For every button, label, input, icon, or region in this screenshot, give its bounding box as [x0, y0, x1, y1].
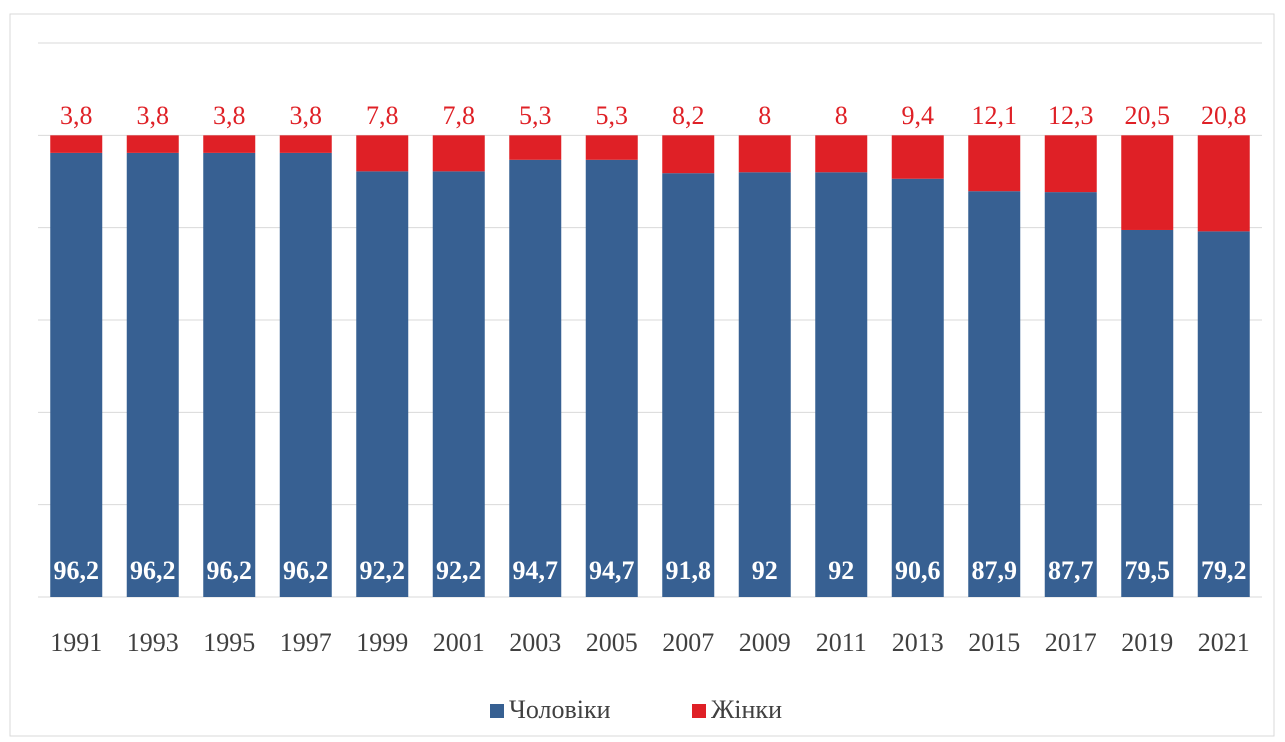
- value-label: 20,8: [1201, 101, 1247, 130]
- bar-segment: [1197, 231, 1250, 598]
- bar-segment: [815, 135, 868, 173]
- bar-segment: [509, 135, 562, 160]
- value-label: 96,2: [54, 556, 100, 585]
- bar-segment: [662, 173, 715, 597]
- bar-segment: [126, 152, 179, 598]
- value-label: 9,4: [902, 101, 935, 130]
- value-label: 5,3: [596, 101, 629, 130]
- bar-segment: [356, 135, 409, 172]
- legend-swatch: [490, 704, 504, 718]
- value-label: 92: [752, 556, 778, 585]
- bar-segment: [432, 135, 485, 172]
- value-label: 5,3: [519, 101, 552, 130]
- value-label: 3,8: [60, 101, 93, 130]
- x-tick-label: 2005: [586, 628, 638, 657]
- x-tick-label: 2019: [1121, 628, 1173, 657]
- value-label: 96,2: [130, 556, 176, 585]
- x-tick-label: 2009: [739, 628, 791, 657]
- value-label: 8: [835, 101, 848, 130]
- value-label: 7,8: [366, 101, 399, 130]
- bar-segment: [1121, 229, 1174, 597]
- value-label: 79,2: [1201, 556, 1247, 585]
- value-label: 8: [758, 101, 771, 130]
- bar-segment: [1044, 135, 1097, 193]
- value-label: 79,5: [1125, 556, 1171, 585]
- bar-segment: [968, 135, 1021, 192]
- value-label: 94,7: [513, 556, 559, 585]
- value-label: 12,3: [1048, 101, 1094, 130]
- value-label: 3,8: [137, 101, 170, 130]
- value-label: 87,9: [972, 556, 1018, 585]
- x-tick-label: 2021: [1198, 628, 1250, 657]
- bar-segment: [662, 135, 715, 174]
- value-label: 96,2: [207, 556, 253, 585]
- bar-segment: [815, 172, 868, 597]
- value-label: 12,1: [972, 101, 1018, 130]
- bar-segment: [585, 135, 638, 160]
- x-tick-label: 2017: [1045, 628, 1097, 657]
- value-label: 91,8: [666, 556, 712, 585]
- value-label: 20,5: [1125, 101, 1171, 130]
- value-label: 90,6: [895, 556, 941, 585]
- legend-label: Чоловіки: [509, 695, 611, 724]
- bar-segment: [1044, 192, 1097, 597]
- value-label: 92,2: [436, 556, 482, 585]
- bar-segment: [738, 172, 791, 597]
- value-label: 96,2: [283, 556, 329, 585]
- bar-segment: [432, 171, 485, 598]
- x-tick-label: 2013: [892, 628, 944, 657]
- bar-segment: [50, 152, 103, 598]
- value-label: 87,7: [1048, 556, 1094, 585]
- x-tick-label: 2003: [509, 628, 561, 657]
- x-tick-label: 2015: [968, 628, 1020, 657]
- bar-segment: [50, 135, 103, 153]
- bar-segment: [126, 135, 179, 153]
- x-tick-label: 2001: [433, 628, 485, 657]
- x-tick-label: 1997: [280, 628, 332, 657]
- bar-segment: [203, 152, 256, 598]
- bar-segment: [203, 135, 256, 153]
- bar-segment: [891, 135, 944, 179]
- value-label: 92,2: [360, 556, 406, 585]
- value-label: 94,7: [589, 556, 635, 585]
- bar-segment: [585, 159, 638, 597]
- bar-segment: [356, 171, 409, 598]
- legend-label: Жінки: [711, 695, 782, 724]
- x-tick-label: 1995: [203, 628, 255, 657]
- bar-segment: [279, 152, 332, 598]
- value-label: 3,8: [213, 101, 246, 130]
- x-tick-label: 1991: [50, 628, 102, 657]
- bar-segment: [891, 178, 944, 598]
- legend-swatch: [692, 704, 706, 718]
- bar-segment: [738, 135, 791, 173]
- bar-segment: [1121, 135, 1174, 230]
- bar-segment: [509, 159, 562, 597]
- value-label: 7,8: [443, 101, 476, 130]
- x-tick-label: 1999: [356, 628, 408, 657]
- value-label: 92: [828, 556, 854, 585]
- x-tick-label: 2011: [816, 628, 867, 657]
- x-tick-label: 1993: [127, 628, 179, 657]
- bar-segment: [1197, 135, 1250, 232]
- x-tick-label: 2007: [662, 628, 714, 657]
- bar-segment: [968, 191, 1021, 597]
- value-label: 8,2: [672, 101, 705, 130]
- value-label: 3,8: [290, 101, 323, 130]
- bar-segment: [279, 135, 332, 153]
